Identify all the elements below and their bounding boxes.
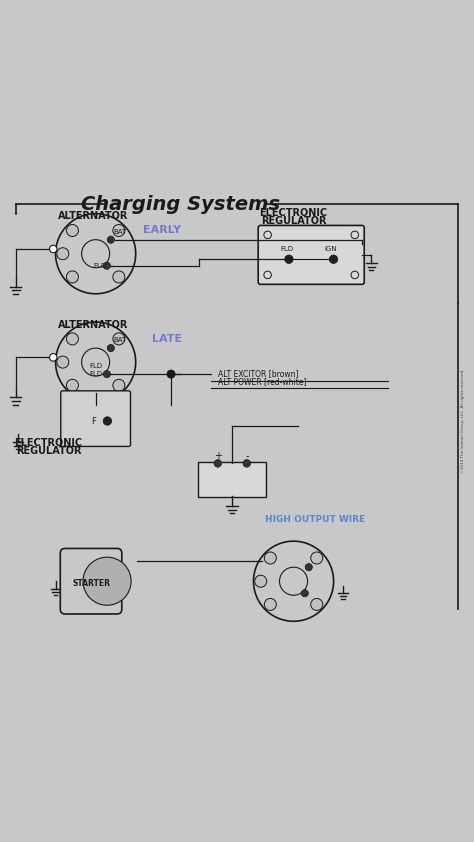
Circle shape: [103, 370, 110, 378]
Circle shape: [167, 370, 175, 378]
Text: EARLY: EARLY: [143, 226, 181, 236]
Text: ALT POWER [red-white]: ALT POWER [red-white]: [218, 376, 307, 386]
Circle shape: [113, 333, 125, 345]
FancyBboxPatch shape: [198, 462, 266, 498]
Text: +: +: [214, 450, 222, 461]
Circle shape: [285, 255, 293, 264]
Circle shape: [243, 460, 251, 467]
Text: -: -: [245, 450, 248, 461]
Text: BAT: BAT: [113, 229, 127, 235]
Text: ALTERNATOR: ALTERNATOR: [58, 211, 128, 221]
Circle shape: [66, 225, 78, 237]
Circle shape: [113, 271, 125, 283]
Text: REGULATOR: REGULATOR: [261, 216, 326, 226]
Circle shape: [264, 552, 276, 564]
Circle shape: [103, 417, 112, 425]
Circle shape: [264, 599, 276, 610]
Text: FLD: FLD: [89, 371, 102, 377]
Circle shape: [83, 557, 131, 605]
Circle shape: [301, 589, 309, 597]
Text: Charging Systems: Charging Systems: [81, 195, 280, 214]
Circle shape: [329, 255, 338, 264]
Text: ©2014 The Indmar Group, LLC  All rights reserved.: ©2014 The Indmar Group, LLC All rights r…: [461, 369, 465, 473]
Circle shape: [311, 552, 323, 564]
Text: ALTERNATOR: ALTERNATOR: [58, 320, 128, 330]
Circle shape: [311, 599, 323, 610]
FancyBboxPatch shape: [61, 391, 130, 446]
FancyBboxPatch shape: [258, 226, 364, 285]
Text: LATE: LATE: [152, 333, 182, 344]
Text: REGULATOR: REGULATOR: [16, 446, 81, 456]
Text: BAT: BAT: [113, 338, 127, 344]
Circle shape: [107, 344, 114, 352]
Text: HIGH OUTPUT WIRE: HIGH OUTPUT WIRE: [265, 515, 365, 525]
Circle shape: [113, 225, 125, 237]
Circle shape: [57, 356, 69, 368]
Circle shape: [49, 354, 57, 361]
FancyBboxPatch shape: [60, 548, 122, 614]
Circle shape: [103, 262, 110, 269]
Circle shape: [305, 563, 312, 571]
Circle shape: [66, 271, 78, 283]
Circle shape: [57, 248, 69, 259]
Text: FLD: FLD: [94, 263, 107, 269]
Circle shape: [214, 460, 221, 467]
Text: ELECTRONIC: ELECTRONIC: [259, 208, 328, 218]
Text: ALT EXCITOR [brown]: ALT EXCITOR [brown]: [218, 369, 299, 378]
Circle shape: [49, 245, 57, 253]
Text: F: F: [91, 417, 96, 425]
Circle shape: [66, 333, 78, 345]
Text: STARTER: STARTER: [72, 579, 110, 588]
Text: ELECTRONIC: ELECTRONIC: [14, 438, 82, 447]
Circle shape: [255, 575, 267, 587]
Text: FLD: FLD: [89, 364, 102, 370]
Text: FLD: FLD: [280, 246, 293, 252]
Text: IGN: IGN: [325, 246, 337, 252]
Circle shape: [66, 379, 78, 392]
Circle shape: [107, 236, 114, 243]
Circle shape: [113, 379, 125, 392]
